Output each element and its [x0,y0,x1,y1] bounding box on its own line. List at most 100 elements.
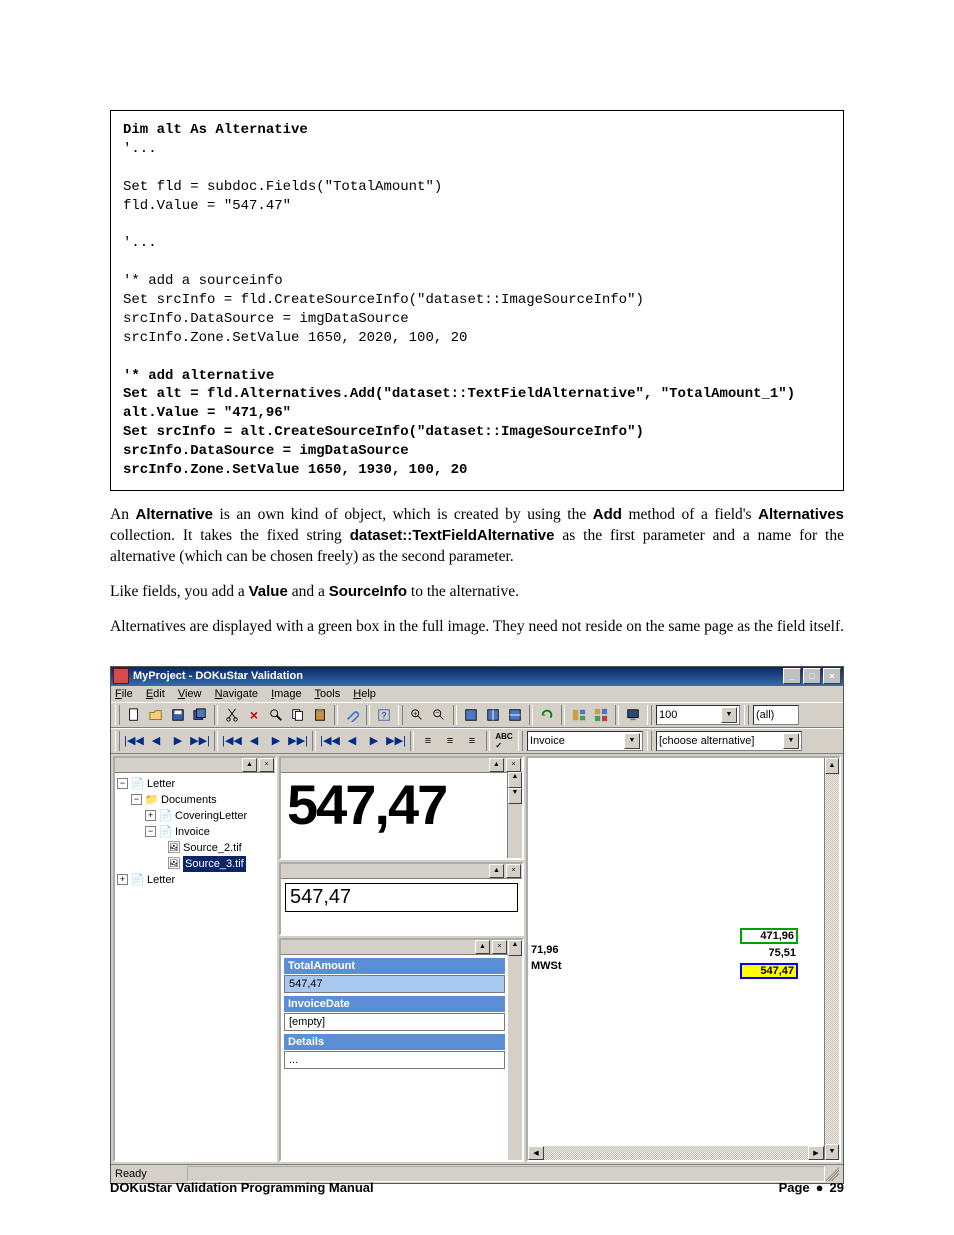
zoomin-icon[interactable]: + [407,705,427,725]
spellcheck-icon[interactable]: ABC✓ [494,731,514,751]
tree-item[interactable]: 🖼Source_2.tif [117,840,273,856]
code-listing: Dim alt As Alternative '... Set fld = su… [110,110,844,491]
field-label: Details [284,1034,505,1050]
layout1-icon[interactable] [569,705,589,725]
find-icon[interactable] [266,705,286,725]
field-value[interactable]: ... [284,1051,505,1069]
saveall-icon[interactable] [190,705,210,725]
body-paragraph: Alternatives are displayed with a green … [110,617,844,638]
pane-close-button[interactable]: × [492,940,507,954]
menu-file[interactable]: File [115,688,133,700]
code-line: Set srcInfo = fld.CreateSourceInfo("data… [123,292,644,308]
pane-collapse-button[interactable]: ▲ [489,758,504,772]
fit1-icon[interactable] [461,705,481,725]
next3-icon[interactable]: ▶ [364,731,384,751]
last3-icon[interactable]: ▶▶| [386,731,406,751]
help-icon[interactable]: ? [374,705,394,725]
zoomout-icon[interactable]: − [429,705,449,725]
fit3-icon[interactable] [505,705,525,725]
field-box[interactable]: 547,47 [740,963,798,979]
code-line: '* add alternative [123,368,274,384]
menu-navigate[interactable]: Navigate [215,688,258,700]
minimize-button[interactable]: _ [783,668,801,684]
layout2-icon[interactable] [591,705,611,725]
zoom-combo[interactable]: 100▼ [656,705,740,725]
alternative-combo[interactable]: [choose alternative]▼ [656,731,802,751]
align1-icon[interactable]: ≡ [418,731,438,751]
next2-icon[interactable]: ▶ [266,731,286,751]
field-label: TotalAmount [284,958,505,974]
status-text: Ready [115,1168,147,1180]
tree-item[interactable]: −📁Documents [117,792,273,808]
code-line: '... [123,235,157,251]
field-label: InvoiceDate [284,996,505,1012]
value-text: 75,51 [744,947,798,959]
code-line: srcInfo.DataSource = imgDataSource [123,443,409,459]
value-text: 71,96 [531,944,559,956]
alternative-box[interactable]: 471,96 [740,928,798,944]
pane-close-button[interactable]: × [506,758,521,772]
prev-icon[interactable]: ◀ [146,731,166,751]
monitor-icon[interactable] [623,705,643,725]
tree-item[interactable]: −📄Letter [117,776,273,792]
delete-icon[interactable]: × [244,705,264,725]
last-icon[interactable]: ▶▶| [190,731,210,751]
first2-icon[interactable]: |◀◀ [222,731,242,751]
cut-icon[interactable] [222,705,242,725]
align3-icon[interactable]: ≡ [462,731,482,751]
menu-view[interactable]: View [178,688,202,700]
next-icon[interactable]: ▶ [168,731,188,751]
field-value[interactable]: [empty] [284,1013,505,1031]
pane-collapse-button[interactable]: ▲ [489,864,504,878]
toolbar-nav: |◀◀ ◀ ▶ ▶▶| |◀◀ ◀ ▶ ▶▶| |◀◀ ◀ ▶ ▶▶| ≡ ≡ … [111,728,843,754]
open-icon[interactable] [146,705,166,725]
tree-item-selected[interactable]: 🖼Source_3.tif [117,856,273,872]
save-icon[interactable] [168,705,188,725]
new-icon[interactable] [124,705,144,725]
tree-item[interactable]: +📄CoveringLetter [117,808,273,824]
page-footer: DOKuStar Validation Programming Manual P… [110,1180,844,1195]
doctype-combo[interactable]: Invoice▼ [527,731,643,751]
maximize-button[interactable]: □ [803,668,821,684]
field-value[interactable]: 547,47 [284,975,505,993]
attach-icon[interactable] [342,705,362,725]
code-line: alt.Value = "471,96" [123,405,291,421]
first-icon[interactable]: |◀◀ [124,731,144,751]
scroll-right-button[interactable]: ▶ [808,1146,824,1160]
last2-icon[interactable]: ▶▶| [288,731,308,751]
close-button[interactable]: × [823,668,841,684]
edit-field[interactable]: 547,47 [285,883,518,912]
copy-icon[interactable] [288,705,308,725]
pane-close-button[interactable]: × [259,758,274,772]
pane-close-button[interactable]: × [506,864,521,878]
filter-combo[interactable]: (all) [753,705,799,725]
window-title: MyProject - DOKuStar Validation [133,670,303,682]
tree-item[interactable]: −📄Invoice [117,824,273,840]
code-line: Set fld = subdoc.Fields("TotalAmount") [123,179,442,195]
pane-collapse-button[interactable]: ▲ [475,940,490,954]
scroll-left-button[interactable]: ◀ [528,1146,544,1160]
align2-icon[interactable]: ≡ [440,731,460,751]
paste-icon[interactable] [310,705,330,725]
tree-item[interactable]: +📄Letter [117,872,273,888]
refresh-icon[interactable] [537,705,557,725]
titlebar[interactable]: MyProject - DOKuStar Validation _ □ × [111,667,843,686]
vertical-scrollbar[interactable]: ▲▼ [824,758,839,1160]
resize-grip-icon[interactable] [825,1167,839,1181]
code-line: Dim alt As Alternative [123,122,308,138]
code-line: srcInfo.DataSource = imgDataSource [123,311,409,327]
code-line: fld.Value = "547.47" [123,198,291,214]
footer-title: DOKuStar Validation Programming Manual [110,1180,374,1195]
prev2-icon[interactable]: ◀ [244,731,264,751]
menu-help[interactable]: Help [353,688,376,700]
prev3-icon[interactable]: ◀ [342,731,362,751]
fit2-icon[interactable] [483,705,503,725]
menu-image[interactable]: Image [271,688,302,700]
footer-page-number: 29 [830,1180,844,1195]
chevron-down-icon: ▼ [783,733,799,749]
menu-edit[interactable]: Edit [146,688,165,700]
pane-collapse-button[interactable]: ▲ [242,758,257,772]
first3-icon[interactable]: |◀◀ [320,731,340,751]
menu-tools[interactable]: Tools [315,688,341,700]
body-paragraph: Like fields, you add a Value and a Sourc… [110,582,844,603]
